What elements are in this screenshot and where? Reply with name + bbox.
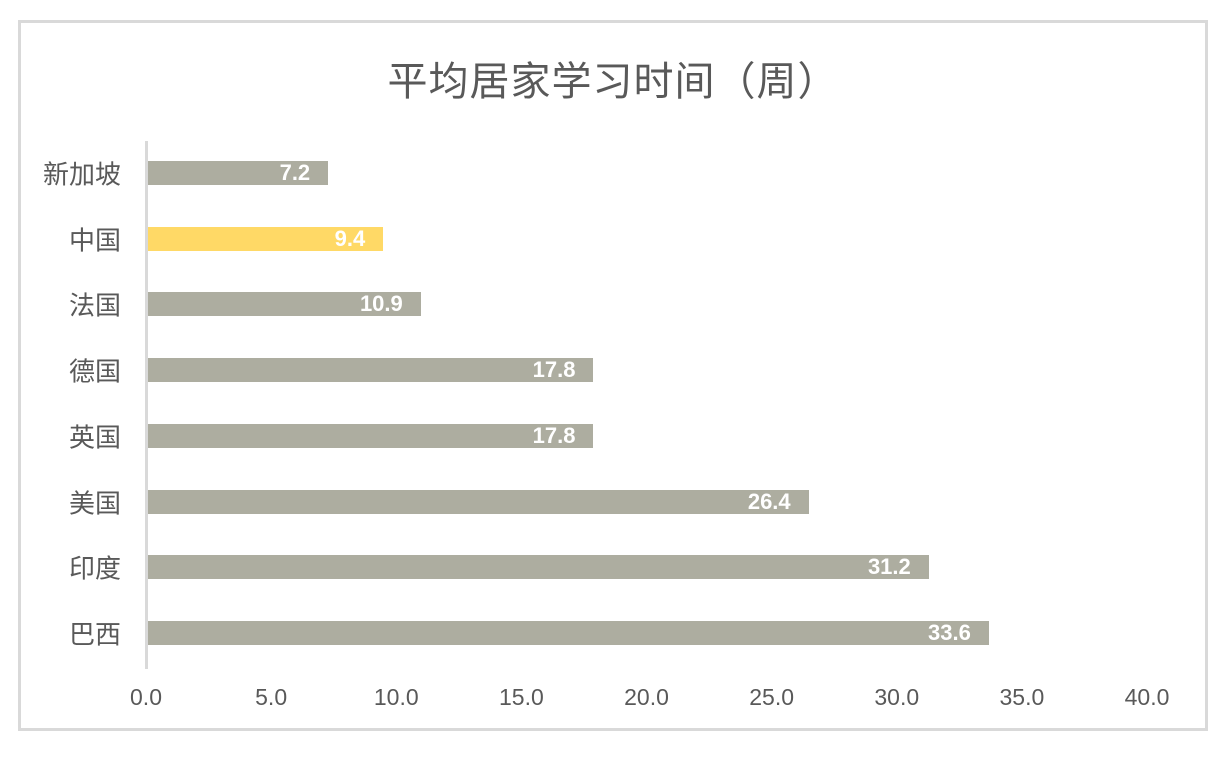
bar-0: 7.2 [148,160,329,185]
chart-title: 平均居家学习时间（周） [387,59,839,105]
bar-value-label: 9.4 [334,225,366,251]
category-axis-line [145,141,148,669]
bar-value-label: 17.8 [532,357,576,383]
bar-value-label: 7.2 [279,160,311,185]
x-tick-label: 35.0 [999,684,1045,710]
chart-frame: 平均居家学习时间（周） 新加坡 7.2 中国 9.4 法国 10.9 德国 17.8 英国 17.… [18,20,1208,731]
bar-value-label: 33.6 [928,619,971,645]
category-label: 英国 [68,423,121,454]
x-tick-label: 10.0 [373,684,419,710]
bar-3: 17.8 [148,357,594,383]
bar-value-label: 17.8 [532,422,576,448]
bar-4: 17.8 [148,422,594,448]
bar-5: 26.4 [148,488,809,514]
x-tick-label: 40.0 [1124,684,1170,710]
x-tick-label: 20.0 [624,684,669,710]
category-label: 中国 [68,226,121,257]
bar-value-label: 26.4 [747,488,791,514]
bar-7: 33.6 [148,619,989,645]
x-tick-label: 15.0 [498,684,544,710]
category-label: 德国 [68,357,121,388]
bar-2: 10.9 [148,291,421,317]
category-label: 法国 [68,291,121,322]
x-tick-label: 25.0 [749,684,795,710]
category-label: 新加坡 [42,160,121,191]
bar-value-label: 31.2 [867,554,911,580]
x-tick-label: 5.0 [255,684,288,710]
category-label: 印度 [68,554,121,585]
x-tick-label: 0.0 [130,684,162,710]
plot-area: 新加坡 7.2 中国 9.4 法国 10.9 德国 17.8 英国 17.8 美国 26.4 印度 31.… [21,23,1205,728]
x-tick-label: 30.0 [874,684,920,710]
bar-6: 31.2 [148,554,929,580]
bar-1: 9.4 [148,225,384,251]
category-label: 美国 [68,489,121,519]
bar-value-label: 10.9 [359,291,403,317]
category-label: 巴西 [68,620,121,651]
